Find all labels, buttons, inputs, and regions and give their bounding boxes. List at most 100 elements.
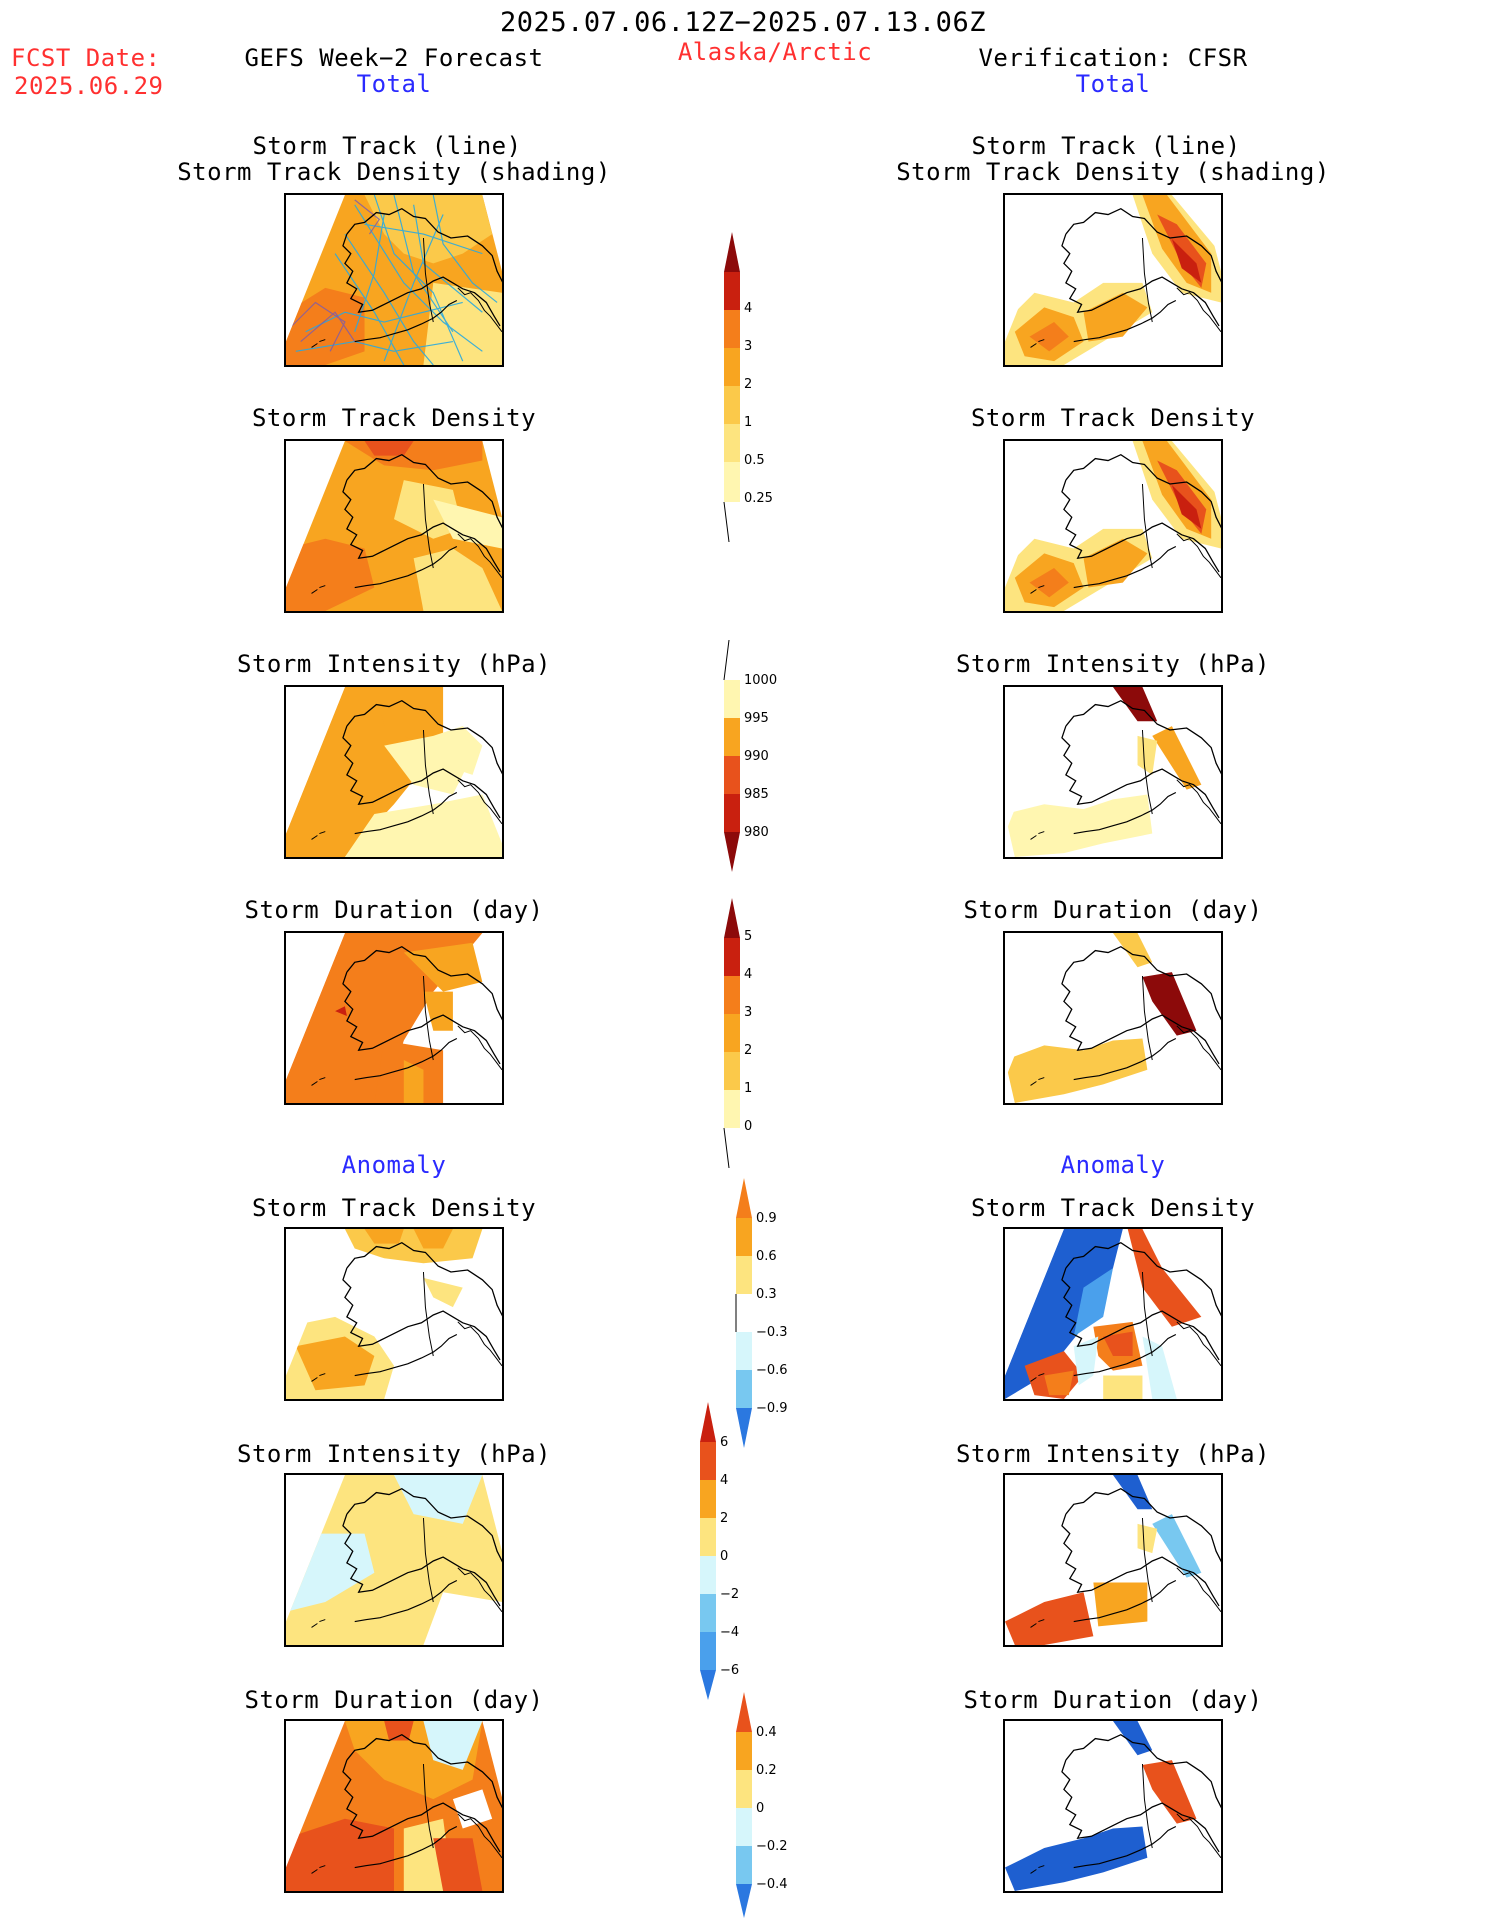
region-label: Alaska/Arctic (677, 38, 873, 66)
colorbar-track-density: 0.25 0.5 1 2 3 4 (723, 232, 804, 546)
colorbar-tick-label: −0.2 (756, 1839, 788, 1854)
colorbar-tick-label: −4 (720, 1625, 739, 1640)
gefs-anom-intensity-map (284, 1473, 504, 1647)
alaska-map-icon (286, 1721, 502, 1891)
alaska-map-icon (286, 687, 502, 857)
fcst-date-value: 2025.06.29 (14, 72, 164, 100)
cfsr-intensity-map (1003, 685, 1223, 859)
date-range: 2025.07.06.12Z−2025.07.13.06Z (500, 7, 986, 38)
alaska-map-icon (1005, 1229, 1221, 1399)
left-total-label: Total (356, 70, 432, 98)
alaska-map-icon (286, 441, 502, 611)
colorbar-tick-label: 990 (744, 749, 769, 764)
colorbar-tick-label: 6 (720, 1435, 728, 1450)
alaska-map-icon (1005, 687, 1221, 857)
colorbar-tick-label: 0 (756, 1801, 764, 1816)
right-intensity-title: Storm Intensity (hPa) (956, 650, 1270, 678)
colorbar-tick-label: 995 (744, 711, 769, 726)
left-anom-intensity-title: Storm Intensity (hPa) (237, 1440, 551, 1468)
gefs-track-density-map (284, 439, 504, 613)
alaska-map-icon (1005, 1721, 1221, 1891)
colorbar-tick-label: 1000 (744, 673, 777, 688)
left-anom-duration-title: Storm Duration (day) (244, 1686, 544, 1714)
colorbar-tick-label: −0.3 (756, 1325, 788, 1340)
cfsr-track-line-map (1003, 193, 1223, 367)
gefs-anom-density-map (284, 1227, 504, 1401)
colorbar-tick-label: 5 (744, 929, 752, 944)
colorbar-tick-label: 980 (744, 825, 769, 840)
alaska-map-icon (286, 1475, 502, 1645)
colorbar-anom-density: 0.9 0.6 0.3 −0.3 −0.6 −0.9 (735, 1178, 816, 1472)
cfsr-anom-duration-map (1003, 1719, 1223, 1893)
colorbar-tick-label: 0 (744, 1119, 752, 1134)
colorbar-intensity-icon: 1000 995 990 985 980 (723, 639, 777, 872)
cfsr-duration-map (1003, 931, 1223, 1105)
right-anom-intensity-title: Storm Intensity (hPa) (956, 1440, 1270, 1468)
colorbar-tick-label: 2 (744, 1043, 752, 1058)
gefs-intensity-map (284, 685, 504, 859)
colorbar-tick-label: 1 (744, 415, 752, 430)
right-anomaly-label: Anomaly (1060, 1151, 1166, 1179)
left-anom-density-title: Storm Track Density (251, 1194, 537, 1222)
colorbar-anom-density-icon: 0.9 0.6 0.3 −0.3 −0.6 −0.9 (735, 1178, 788, 1448)
alaska-map-icon (1005, 441, 1221, 611)
right-column-title: Verification: CFSR (978, 44, 1248, 72)
cfsr-anom-intensity-map (1003, 1473, 1223, 1647)
colorbar-intensity: 1000 995 990 985 980 (723, 639, 804, 884)
colorbar-tick-label: 4 (744, 301, 752, 316)
colorbar-tick-label: 0 (720, 1549, 728, 1564)
right-track-line-title: Storm Track (line) (971, 132, 1241, 160)
colorbar-tick-label: 0.5 (744, 453, 765, 468)
colorbar-tick-label: 0.25 (744, 491, 773, 506)
colorbar-tick-label: 0.9 (756, 1211, 777, 1226)
colorbar-tick-label: 0.3 (756, 1287, 777, 1302)
cfsr-anom-density-map (1003, 1227, 1223, 1401)
left-anomaly-label: Anomaly (341, 1151, 447, 1179)
left-track-line-title: Storm Track (line) (252, 132, 522, 160)
colorbar-tick-label: 4 (720, 1473, 728, 1488)
colorbar-tick-label: −6 (720, 1663, 739, 1678)
left-duration-title: Storm Duration (day) (244, 896, 544, 924)
colorbar-anom-duration: 0.4 0.2 0 −0.2 −0.4 (736, 1690, 816, 1924)
colorbar-tick-label: 3 (744, 1005, 752, 1020)
gefs-anom-duration-map (284, 1719, 504, 1893)
colorbar-tick-label: 4 (744, 967, 752, 982)
colorbar-duration-icon: 0 1 2 3 4 5 (723, 898, 752, 1169)
cfsr-track-density-map (1003, 439, 1223, 613)
alaska-map-icon (286, 933, 502, 1103)
gefs-track-line-map (284, 193, 504, 367)
left-track-density-title: Storm Track Density (251, 404, 537, 432)
alaska-map-icon (1005, 1475, 1221, 1645)
right-track-density-shading-title: Storm Track Density (shading) (896, 158, 1330, 186)
alaska-map-icon (286, 1229, 502, 1399)
colorbar-tick-label: 0.6 (756, 1249, 777, 1264)
colorbar-tick-label: −2 (720, 1587, 739, 1602)
alaska-map-icon (1005, 195, 1221, 365)
alaska-map-icon (286, 195, 502, 365)
colorbar-tick-label: 985 (744, 787, 769, 802)
colorbar-tick-label: −0.6 (756, 1363, 788, 1378)
left-column-title: GEFS Week−2 Forecast (244, 44, 544, 72)
alaska-map-icon (1005, 933, 1221, 1103)
gefs-duration-map (284, 931, 504, 1105)
colorbar-duration: 0 1 2 3 4 5 (723, 888, 804, 1182)
colorbar-track-density-icon: 0.25 0.5 1 2 3 4 (723, 232, 773, 543)
left-track-density-shading-title: Storm Track Density (shading) (177, 158, 611, 186)
colorbar-tick-label: 1 (744, 1081, 752, 1096)
colorbar-tick-label: 2 (720, 1511, 728, 1526)
fcst-date-label: FCST Date: (11, 44, 161, 72)
left-intensity-title: Storm Intensity (hPa) (237, 650, 551, 678)
colorbar-tick-label: 0.4 (756, 1725, 777, 1740)
colorbar-tick-label: 0.2 (756, 1763, 777, 1778)
colorbar-anom-duration-icon: 0.4 0.2 0 −0.2 −0.4 (736, 1692, 788, 1918)
colorbar-tick-label: 3 (744, 339, 752, 354)
colorbar-anom-intensity: 6 4 2 0 −2 −4 −6 (700, 1400, 780, 1704)
right-anom-density-title: Storm Track Density (970, 1194, 1256, 1222)
right-anom-duration-title: Storm Duration (day) (963, 1686, 1263, 1714)
colorbar-anom-intensity-icon: 6 4 2 0 −2 −4 −6 (700, 1402, 739, 1700)
colorbar-tick-label: −0.9 (756, 1401, 788, 1416)
right-track-density-title: Storm Track Density (970, 404, 1256, 432)
right-duration-title: Storm Duration (day) (963, 896, 1263, 924)
colorbar-tick-label: −0.4 (756, 1877, 788, 1892)
right-total-label: Total (1075, 70, 1151, 98)
